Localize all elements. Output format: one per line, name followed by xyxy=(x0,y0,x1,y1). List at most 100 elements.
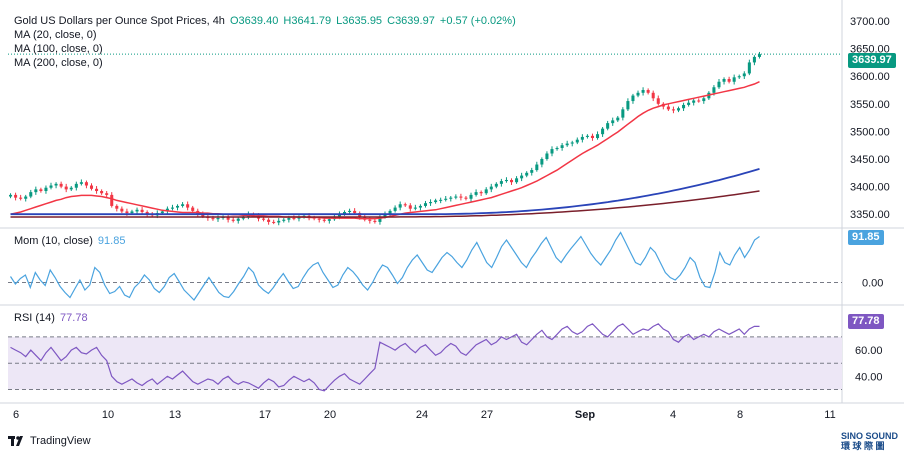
candle[interactable] xyxy=(59,181,63,189)
candle[interactable] xyxy=(570,140,574,147)
candle[interactable] xyxy=(692,98,696,106)
candle[interactable] xyxy=(484,187,488,195)
candle[interactable] xyxy=(479,190,483,196)
candle[interactable] xyxy=(454,194,458,200)
candle[interactable] xyxy=(418,204,422,211)
candle[interactable] xyxy=(742,71,746,79)
rsi-legend[interactable]: RSI (14) 77.78 xyxy=(14,312,90,325)
candle[interactable] xyxy=(226,214,230,223)
candle[interactable] xyxy=(186,201,190,211)
candle[interactable] xyxy=(464,195,468,201)
candle[interactable] xyxy=(423,200,428,208)
candle[interactable] xyxy=(676,106,681,113)
candle[interactable] xyxy=(54,182,58,189)
candle[interactable] xyxy=(74,181,78,191)
candle[interactable] xyxy=(606,120,610,131)
candle[interactable] xyxy=(449,195,453,202)
candle[interactable] xyxy=(120,206,124,214)
candle[interactable] xyxy=(621,107,625,121)
candle[interactable] xyxy=(509,178,514,185)
candle[interactable] xyxy=(671,106,675,114)
candle[interactable] xyxy=(176,204,180,211)
symbol-legend[interactable]: Gold US Dollars per Ounce Spot Prices, 4… xyxy=(14,15,518,28)
candle[interactable] xyxy=(277,218,281,226)
candle[interactable] xyxy=(206,214,210,221)
ma20-line[interactable] xyxy=(10,81,760,220)
candle[interactable] xyxy=(752,55,756,66)
candle[interactable] xyxy=(575,137,579,145)
candle[interactable] xyxy=(191,205,195,213)
candle[interactable] xyxy=(616,115,620,123)
candle[interactable] xyxy=(181,202,185,208)
candle[interactable] xyxy=(44,185,48,194)
candle[interactable] xyxy=(737,74,741,79)
candle[interactable] xyxy=(378,214,382,225)
ma200-legend[interactable]: MA (200, close, 0) xyxy=(14,57,103,69)
candle[interactable] xyxy=(515,176,519,184)
candle[interactable] xyxy=(14,192,18,201)
candle[interactable] xyxy=(489,183,493,193)
candle[interactable] xyxy=(530,167,534,176)
candle[interactable] xyxy=(687,99,691,107)
candle[interactable] xyxy=(702,95,706,104)
candle[interactable] xyxy=(469,192,473,202)
candle[interactable] xyxy=(292,215,296,221)
ma100-line[interactable] xyxy=(10,168,760,216)
momentum-pane[interactable] xyxy=(8,231,842,301)
candle[interactable] xyxy=(429,199,433,206)
candle[interactable] xyxy=(651,90,655,102)
candle[interactable] xyxy=(398,201,402,211)
candle[interactable] xyxy=(545,151,549,161)
candle[interactable] xyxy=(39,187,43,193)
candle[interactable] xyxy=(19,194,23,201)
candle[interactable] xyxy=(601,127,605,137)
candle[interactable] xyxy=(64,183,68,193)
candle[interactable] xyxy=(100,189,104,195)
candle[interactable] xyxy=(403,202,407,208)
candle[interactable] xyxy=(408,203,412,212)
candle[interactable] xyxy=(520,172,524,182)
candle[interactable] xyxy=(95,186,99,194)
candle[interactable] xyxy=(626,98,630,111)
candle[interactable] xyxy=(727,76,731,84)
ma100-legend[interactable]: MA (100, close, 0) xyxy=(14,43,103,55)
candle[interactable] xyxy=(9,193,13,199)
rsi-line[interactable] xyxy=(10,323,760,392)
candle[interactable] xyxy=(105,191,109,198)
price-pane[interactable] xyxy=(8,51,842,226)
candle[interactable] xyxy=(682,102,686,111)
tradingview-brand[interactable]: TradingView xyxy=(8,435,91,447)
candle[interactable] xyxy=(499,178,503,187)
candle[interactable] xyxy=(636,90,640,98)
candle[interactable] xyxy=(631,93,635,104)
candle[interactable] xyxy=(110,192,114,208)
candle[interactable] xyxy=(49,182,53,190)
candle[interactable] xyxy=(540,157,544,168)
candle[interactable] xyxy=(434,198,438,204)
mom-line[interactable] xyxy=(9,231,760,301)
candle[interactable] xyxy=(580,134,584,143)
ma20-legend[interactable]: MA (20, close, 0) xyxy=(14,29,97,41)
mom-legend[interactable]: Mom (10, close) 91.85 xyxy=(14,235,127,248)
ma200-line[interactable] xyxy=(10,190,760,218)
candle[interactable] xyxy=(24,194,28,202)
candle[interactable] xyxy=(140,207,144,214)
candle[interactable] xyxy=(272,219,276,225)
candle[interactable] xyxy=(535,161,539,172)
candle[interactable] xyxy=(135,207,139,215)
candle[interactable] xyxy=(641,87,645,96)
candle[interactable] xyxy=(89,183,94,191)
candle[interactable] xyxy=(555,146,559,151)
candle[interactable] xyxy=(236,216,240,224)
candle[interactable] xyxy=(697,98,701,103)
candle[interactable] xyxy=(590,133,594,141)
candle[interactable] xyxy=(525,171,529,178)
candle[interactable] xyxy=(747,59,751,76)
candle[interactable] xyxy=(79,179,83,186)
candle[interactable] xyxy=(504,177,508,183)
candle[interactable] xyxy=(596,131,600,140)
candle[interactable] xyxy=(611,117,615,126)
candle[interactable] xyxy=(494,182,498,189)
candle[interactable] xyxy=(282,218,286,223)
candle[interactable] xyxy=(560,143,564,151)
